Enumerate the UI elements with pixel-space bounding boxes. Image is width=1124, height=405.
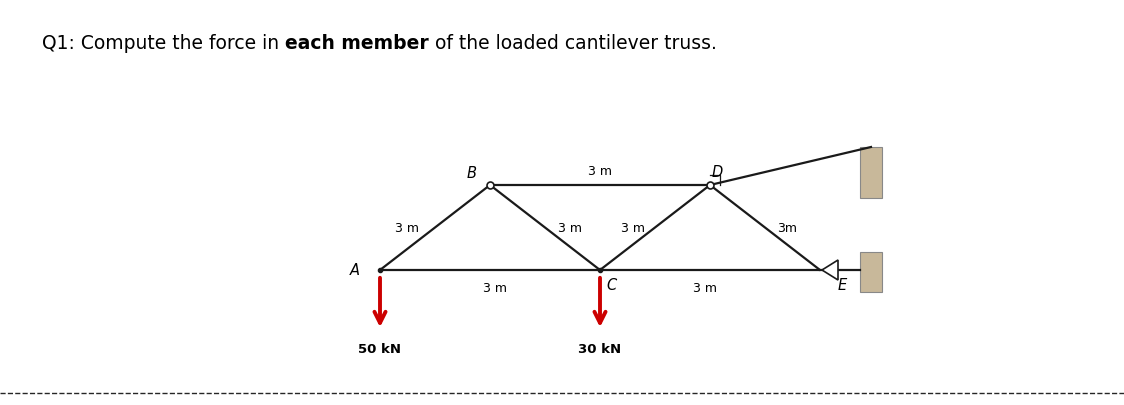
Text: E: E bbox=[837, 278, 846, 293]
Text: 3 m: 3 m bbox=[395, 222, 419, 234]
Text: 3 m: 3 m bbox=[558, 222, 582, 234]
Text: A: A bbox=[350, 263, 360, 278]
Text: 3 m: 3 m bbox=[483, 282, 507, 295]
Polygon shape bbox=[822, 260, 839, 280]
Text: 30 kN: 30 kN bbox=[579, 342, 622, 355]
Text: 3 m: 3 m bbox=[620, 222, 645, 234]
Text: Q1: Compute the force in: Q1: Compute the force in bbox=[42, 34, 285, 53]
Text: 3 m: 3 m bbox=[694, 282, 717, 295]
Text: 50 kN: 50 kN bbox=[359, 342, 401, 355]
Text: C: C bbox=[607, 278, 617, 293]
Text: D: D bbox=[711, 165, 723, 180]
Bar bbox=[860, 252, 882, 292]
Text: of the loaded cantilever truss.: of the loaded cantilever truss. bbox=[429, 34, 717, 53]
Text: 3m: 3m bbox=[777, 222, 797, 234]
Text: B: B bbox=[466, 166, 477, 181]
Text: 3 m: 3 m bbox=[588, 165, 611, 178]
Bar bbox=[860, 148, 882, 198]
Text: each member: each member bbox=[285, 34, 429, 53]
